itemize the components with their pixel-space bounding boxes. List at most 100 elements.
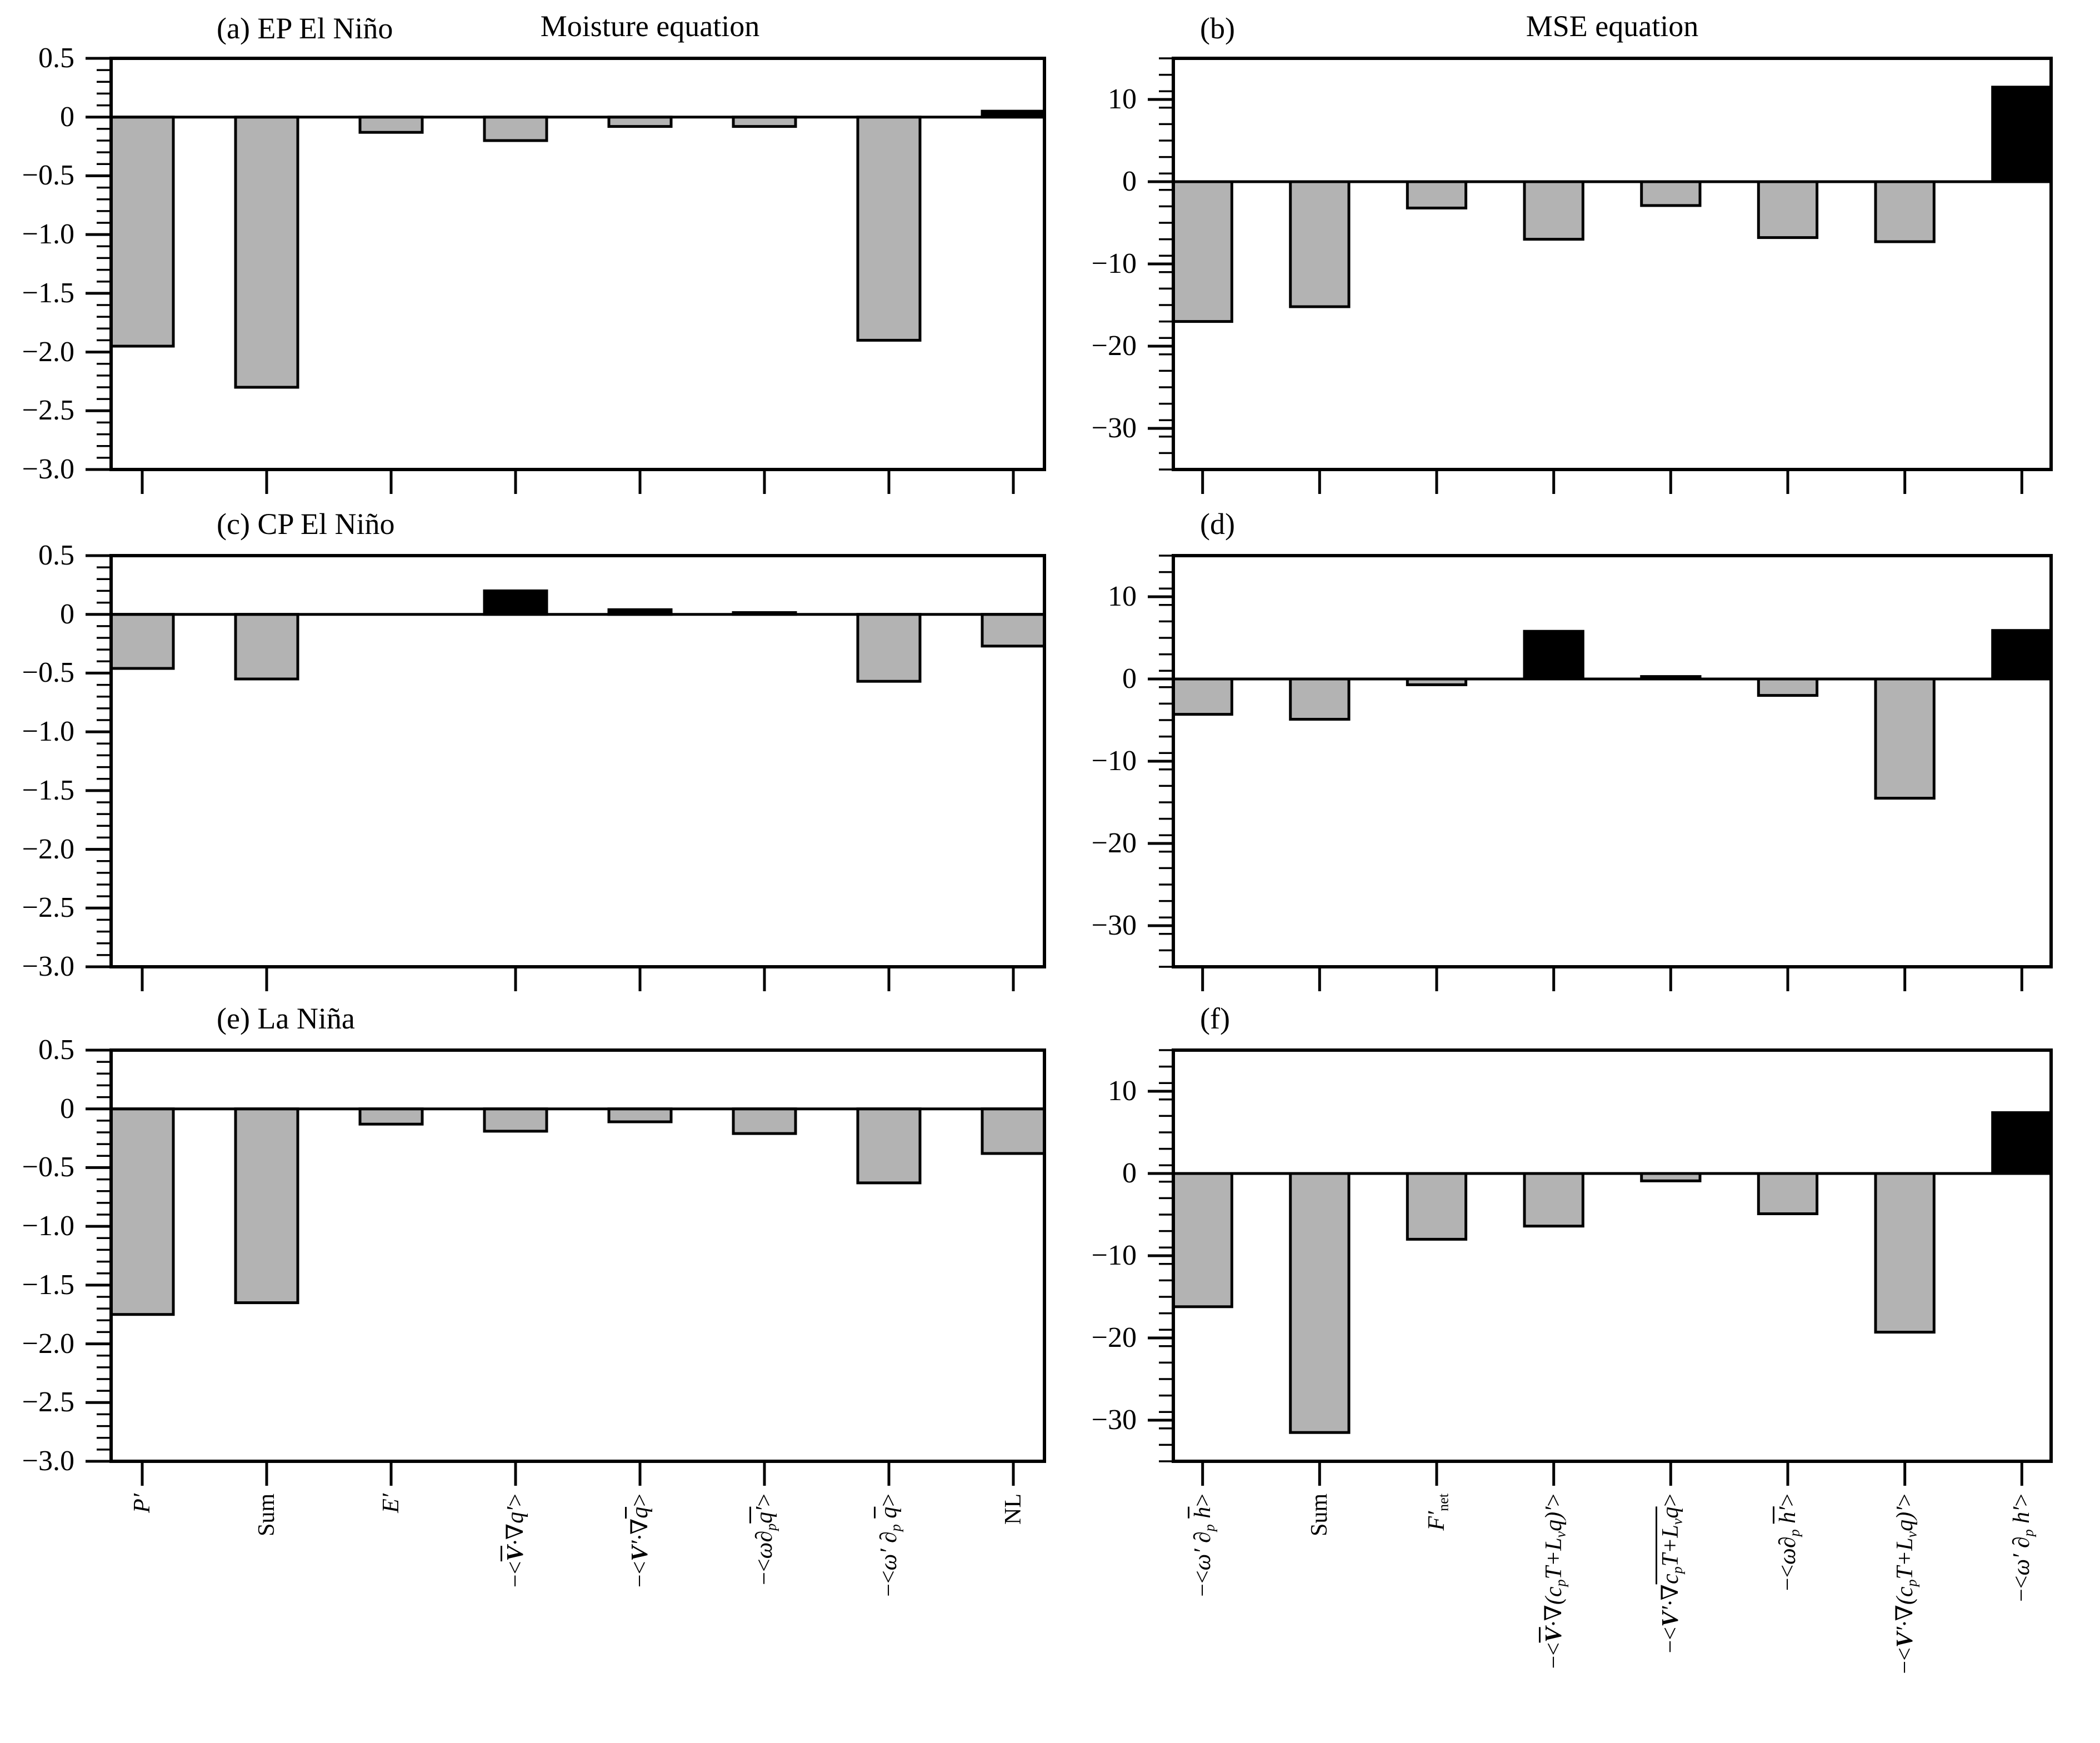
bar-d-7 xyxy=(1991,629,2053,681)
label-run: V′·∇ xyxy=(1658,1584,1684,1627)
y-tick-label-f: −10 xyxy=(1091,1240,1137,1271)
bar-b-2 xyxy=(1406,180,1468,209)
y-tick-label-f: 0 xyxy=(1122,1157,1137,1189)
y-tick-label-d: 0 xyxy=(1122,663,1137,695)
y-tick-label-e: 0 xyxy=(60,1092,74,1125)
label-run: ω′ ∂p xyxy=(876,1524,904,1571)
label-run: −< xyxy=(752,1559,777,1585)
bar-c-6 xyxy=(856,613,922,683)
x-category-label-mean-horiz-adv-anom-mse: −<V·∇(cpT+Lvq)′> xyxy=(1538,1494,1569,1669)
y-tick-label-e: −3.0 xyxy=(22,1445,74,1477)
bar-f-3 xyxy=(1523,1172,1584,1228)
label-run: > xyxy=(2009,1494,2035,1507)
panel-frame-e xyxy=(109,1048,1046,1463)
bar-c-3 xyxy=(483,589,548,616)
x-category-label-nonlinear-vert: −<ω′ ∂p h′> xyxy=(2007,1494,2037,1602)
label-run: −< xyxy=(876,1570,902,1597)
bar-a-2 xyxy=(358,116,424,134)
bar-d-0 xyxy=(1172,677,1233,716)
y-tick-label-e: −1.5 xyxy=(22,1268,74,1301)
y-tick-label-a: 0.5 xyxy=(38,42,74,74)
x-category-label-F-net: F′net xyxy=(1422,1494,1452,1531)
bar-b-7 xyxy=(1991,86,2053,183)
label-run: −< xyxy=(503,1561,528,1588)
panel-title-d: (d) xyxy=(1200,507,1235,541)
bar-d-5 xyxy=(1757,677,1819,697)
label-run: ω′ ∂p xyxy=(1189,1524,1217,1571)
x-category-label-Sum: Sum xyxy=(252,1494,282,1536)
panel-frame-c xyxy=(109,554,1046,968)
y-tick-label-d: 10 xyxy=(1108,581,1137,612)
bar-f-7 xyxy=(1991,1111,2053,1175)
label-run: > xyxy=(503,1494,528,1507)
label-run: > xyxy=(1658,1494,1684,1507)
overbar-run: cpT+Lvq xyxy=(1656,1506,1686,1584)
label-run: P′ xyxy=(129,1494,155,1513)
y-tick-label-e: −0.5 xyxy=(22,1151,74,1183)
label-run: −< xyxy=(1775,1564,1801,1591)
y-tick-label-c: 0 xyxy=(60,598,74,630)
panel-title-b: (b) xyxy=(1200,12,1235,45)
bar-c-1 xyxy=(234,613,299,681)
y-tick-label-b: −30 xyxy=(1091,412,1137,444)
label-run: > xyxy=(752,1494,777,1507)
panel-title-e: (e) La Niña xyxy=(217,1002,355,1035)
y-tick-label-f: −30 xyxy=(1091,1404,1137,1436)
bar-e-2 xyxy=(358,1107,424,1126)
y-tick-label-c: −2.5 xyxy=(22,892,74,924)
y-tick-label-c: −0.5 xyxy=(22,657,74,689)
bar-d-3 xyxy=(1523,630,1584,681)
bar-a-5 xyxy=(732,116,797,128)
y-tick-label-e: −2.5 xyxy=(22,1386,74,1419)
label-run: −< xyxy=(2009,1575,2035,1602)
y-tick-label-c: −2.0 xyxy=(22,833,74,865)
label-run: ω∂p xyxy=(1775,1529,1803,1565)
x-category-label-mean-horiz-adv-anom-q: −<V·∇q′> xyxy=(501,1494,531,1587)
overbar-run: V xyxy=(501,1545,528,1561)
y-tick-label-a: −2.5 xyxy=(22,394,74,427)
y-tick-label-c: 0.5 xyxy=(38,540,74,571)
bar-e-4 xyxy=(607,1107,673,1123)
label-run: ·∇(cpT+Lvq)′ xyxy=(1541,1506,1568,1627)
label-run: > xyxy=(1892,1494,1918,1507)
label-run: V′·∇ xyxy=(627,1518,653,1561)
y-tick-label-e: −2.0 xyxy=(22,1327,74,1360)
bar-f-1 xyxy=(1289,1172,1351,1434)
overbar-run: V xyxy=(1538,1626,1567,1642)
bar-e-3 xyxy=(483,1107,548,1133)
label-run: ω∂p xyxy=(752,1523,779,1559)
bar-e-5 xyxy=(732,1107,797,1135)
label-run: V′·∇(cpT+Lvq)′ xyxy=(1892,1506,1919,1648)
bar-a-4 xyxy=(607,116,673,128)
label-run: −< xyxy=(1892,1647,1918,1674)
x-category-label-anom-horiz-adv-mean-mse: −<V′·∇cpT+Lvq> xyxy=(1656,1494,1686,1653)
y-tick-label-f: 10 xyxy=(1108,1075,1137,1107)
label-run: > xyxy=(876,1494,902,1507)
x-category-label-E-prime: E′ xyxy=(376,1494,406,1513)
x-category-label-anom-vert-adv-mean-q: −<ω′ ∂p q> xyxy=(874,1494,904,1597)
x-category-label-NL: NL xyxy=(998,1494,1028,1525)
label-run: ω′ ∂p h′ xyxy=(2009,1506,2037,1576)
bar-e-0 xyxy=(109,1107,175,1316)
panel-frame-a xyxy=(109,57,1046,471)
label-run: > xyxy=(627,1494,653,1507)
y-tick-label-d: −20 xyxy=(1091,827,1137,859)
bar-b-6 xyxy=(1874,180,1936,243)
bar-a-6 xyxy=(856,116,922,342)
bar-b-3 xyxy=(1523,180,1584,241)
label-run: > xyxy=(1189,1494,1216,1507)
y-tick-label-b: −10 xyxy=(1091,248,1137,279)
y-tick-label-c: −3.0 xyxy=(22,951,74,982)
label-run: > xyxy=(1541,1494,1567,1507)
y-tick-label-f: −20 xyxy=(1091,1322,1137,1354)
label-run: −< xyxy=(1541,1642,1567,1669)
overbar-run: h xyxy=(1187,1506,1216,1519)
column-title-moisture: Moisture equation xyxy=(540,9,760,43)
bar-a-1 xyxy=(234,116,299,389)
y-tick-label-d: −10 xyxy=(1091,745,1137,777)
bar-f-2 xyxy=(1406,1172,1468,1241)
bar-b-4 xyxy=(1640,180,1702,207)
y-tick-label-e: 0.5 xyxy=(38,1034,74,1066)
